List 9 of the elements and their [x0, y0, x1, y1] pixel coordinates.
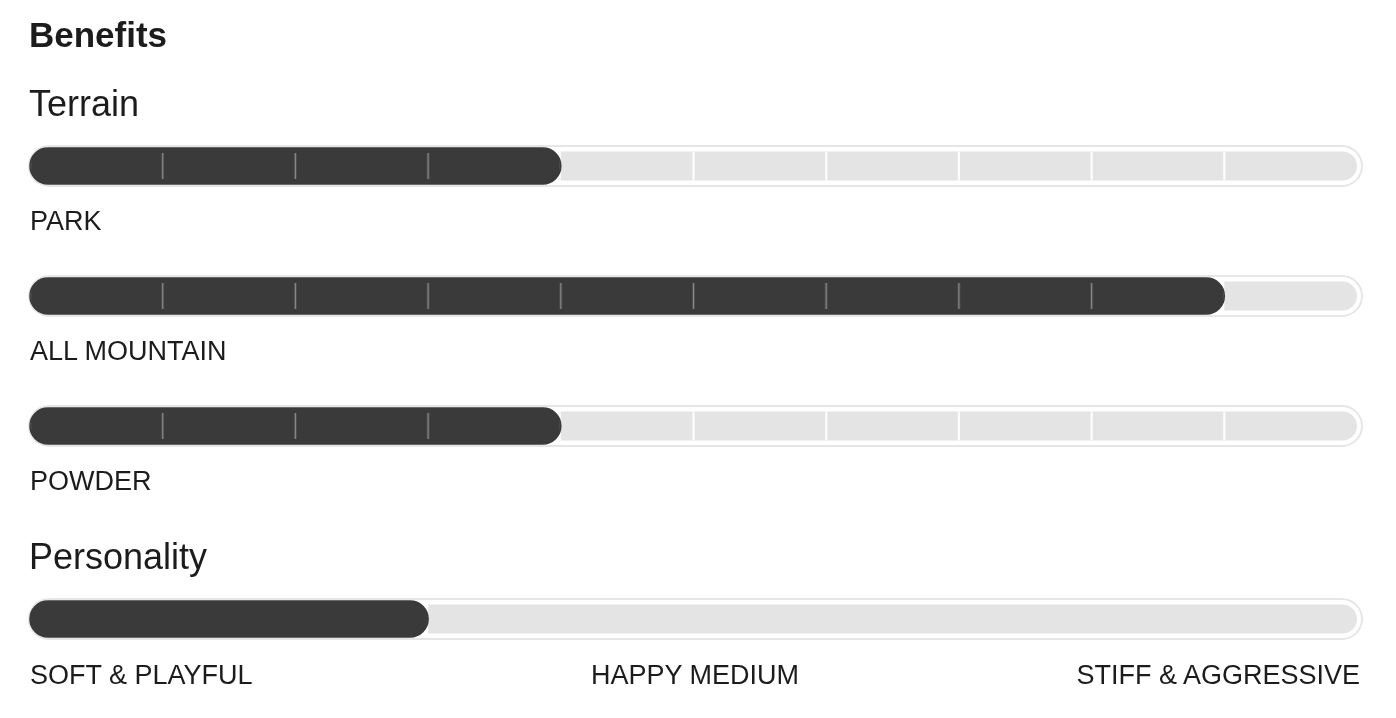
text: STIFF & AGGRESSIVE	[1076, 660, 1360, 690]
text: HAPPY MEDIUM	[590, 660, 800, 690]
chart-subtitle: Terrain	[29, 83, 140, 124]
y-tick-label: POWDER	[30, 466, 152, 496]
chart-title: Personality	[29, 536, 208, 577]
y-tick-label: ALL MOUNTAIN	[30, 336, 227, 366]
y-tick-label: PARK	[30, 206, 102, 236]
text: SOFT & PLAYFUL	[30, 660, 253, 690]
chart-title: Benefits	[29, 15, 168, 54]
